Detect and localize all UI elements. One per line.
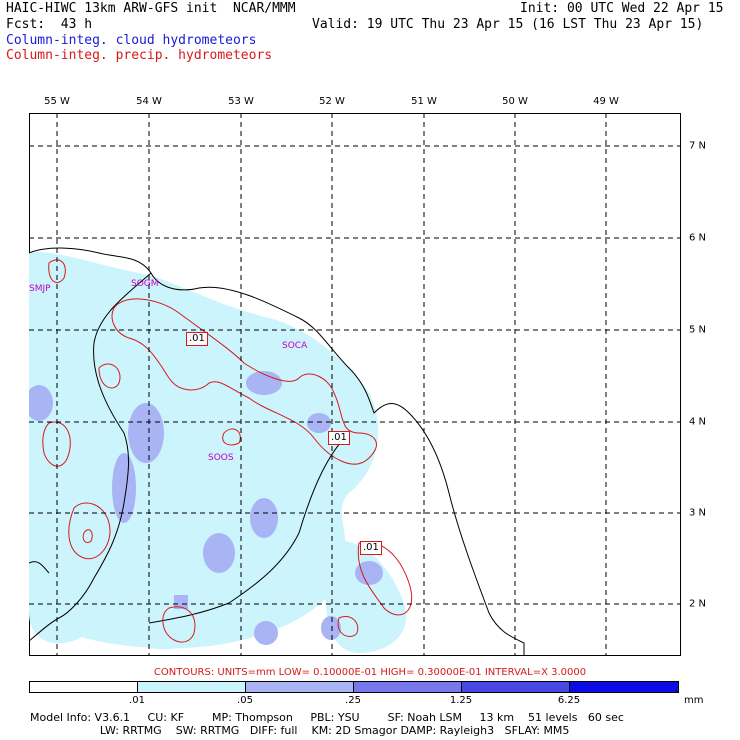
lon-label: 51 W — [411, 96, 437, 107]
cloud-medium-shading — [29, 371, 383, 645]
field-label-cloud: Column-integ. cloud hydrometeors — [6, 33, 257, 48]
lat-label: 3 N — [689, 507, 707, 519]
place-label: SOOS — [208, 453, 234, 463]
lon-label: 54 W — [136, 96, 162, 107]
cloud-light-shading — [29, 252, 407, 653]
contour-value-label: .01 — [186, 332, 208, 346]
color-bar-tick: .01 — [129, 695, 145, 706]
coastline — [29, 247, 525, 656]
lat-label: 6 N — [689, 232, 707, 244]
model-info-line2: LW: RRTMG SW: RRTMG DIFF: full KM: 2D Sm… — [30, 724, 570, 737]
color-bar-units: mm — [684, 695, 704, 706]
color-bar-segment — [461, 681, 569, 693]
color-bar-frame — [29, 681, 679, 693]
lon-label: 53 W — [228, 96, 254, 107]
contour-value-label: .01 — [360, 541, 382, 555]
init-time: Init: 00 UTC Wed 22 Apr 15 — [520, 1, 724, 16]
lon-label: 52 W — [319, 96, 345, 107]
lat-label: 7 N — [689, 140, 707, 152]
lat-label: 4 N — [689, 416, 707, 428]
lat-lon-grid — [29, 113, 681, 656]
lon-label: 49 W — [593, 96, 619, 107]
valid-time: Valid: 19 UTC Thu 23 Apr 15 (16 LST Thu … — [312, 17, 704, 32]
contour-value-label: .01 — [328, 431, 350, 445]
model-title: HAIC-HIWC 13km ARW-GFS init NCAR/MMM — [6, 1, 296, 16]
color-bar-tick: .05 — [237, 695, 253, 706]
color-bar-tick: 1.25 — [449, 695, 473, 706]
color-bar-segment — [245, 681, 353, 693]
lat-label: 5 N — [689, 324, 707, 336]
color-bar-tick: 6.25 — [557, 695, 581, 706]
contours-info: CONTOURS: UNITS=mm LOW= 0.10000E-01 HIGH… — [153, 667, 587, 678]
place-label: SOCA — [282, 341, 308, 351]
color-bar-segment — [137, 681, 245, 693]
color-bar-tick: .25 — [345, 695, 361, 706]
precip-contours — [42, 259, 413, 643]
lat-label: 2 N — [689, 598, 707, 610]
lon-label: 50 W — [502, 96, 528, 107]
place-label: SOGM — [131, 279, 159, 289]
lon-label: 55 W — [44, 96, 70, 107]
map-plot — [29, 113, 681, 656]
place-label: SMJP — [29, 284, 51, 294]
color-bar-segment — [353, 681, 461, 693]
color-bar — [29, 681, 679, 693]
forecast-hour: Fcst: 43 h — [6, 17, 93, 32]
field-label-precip: Column-integ. precip. hydrometeors — [6, 48, 273, 63]
model-info-line1: Model Info: V3.6.1 CU: KF MP: Thompson P… — [30, 711, 624, 724]
